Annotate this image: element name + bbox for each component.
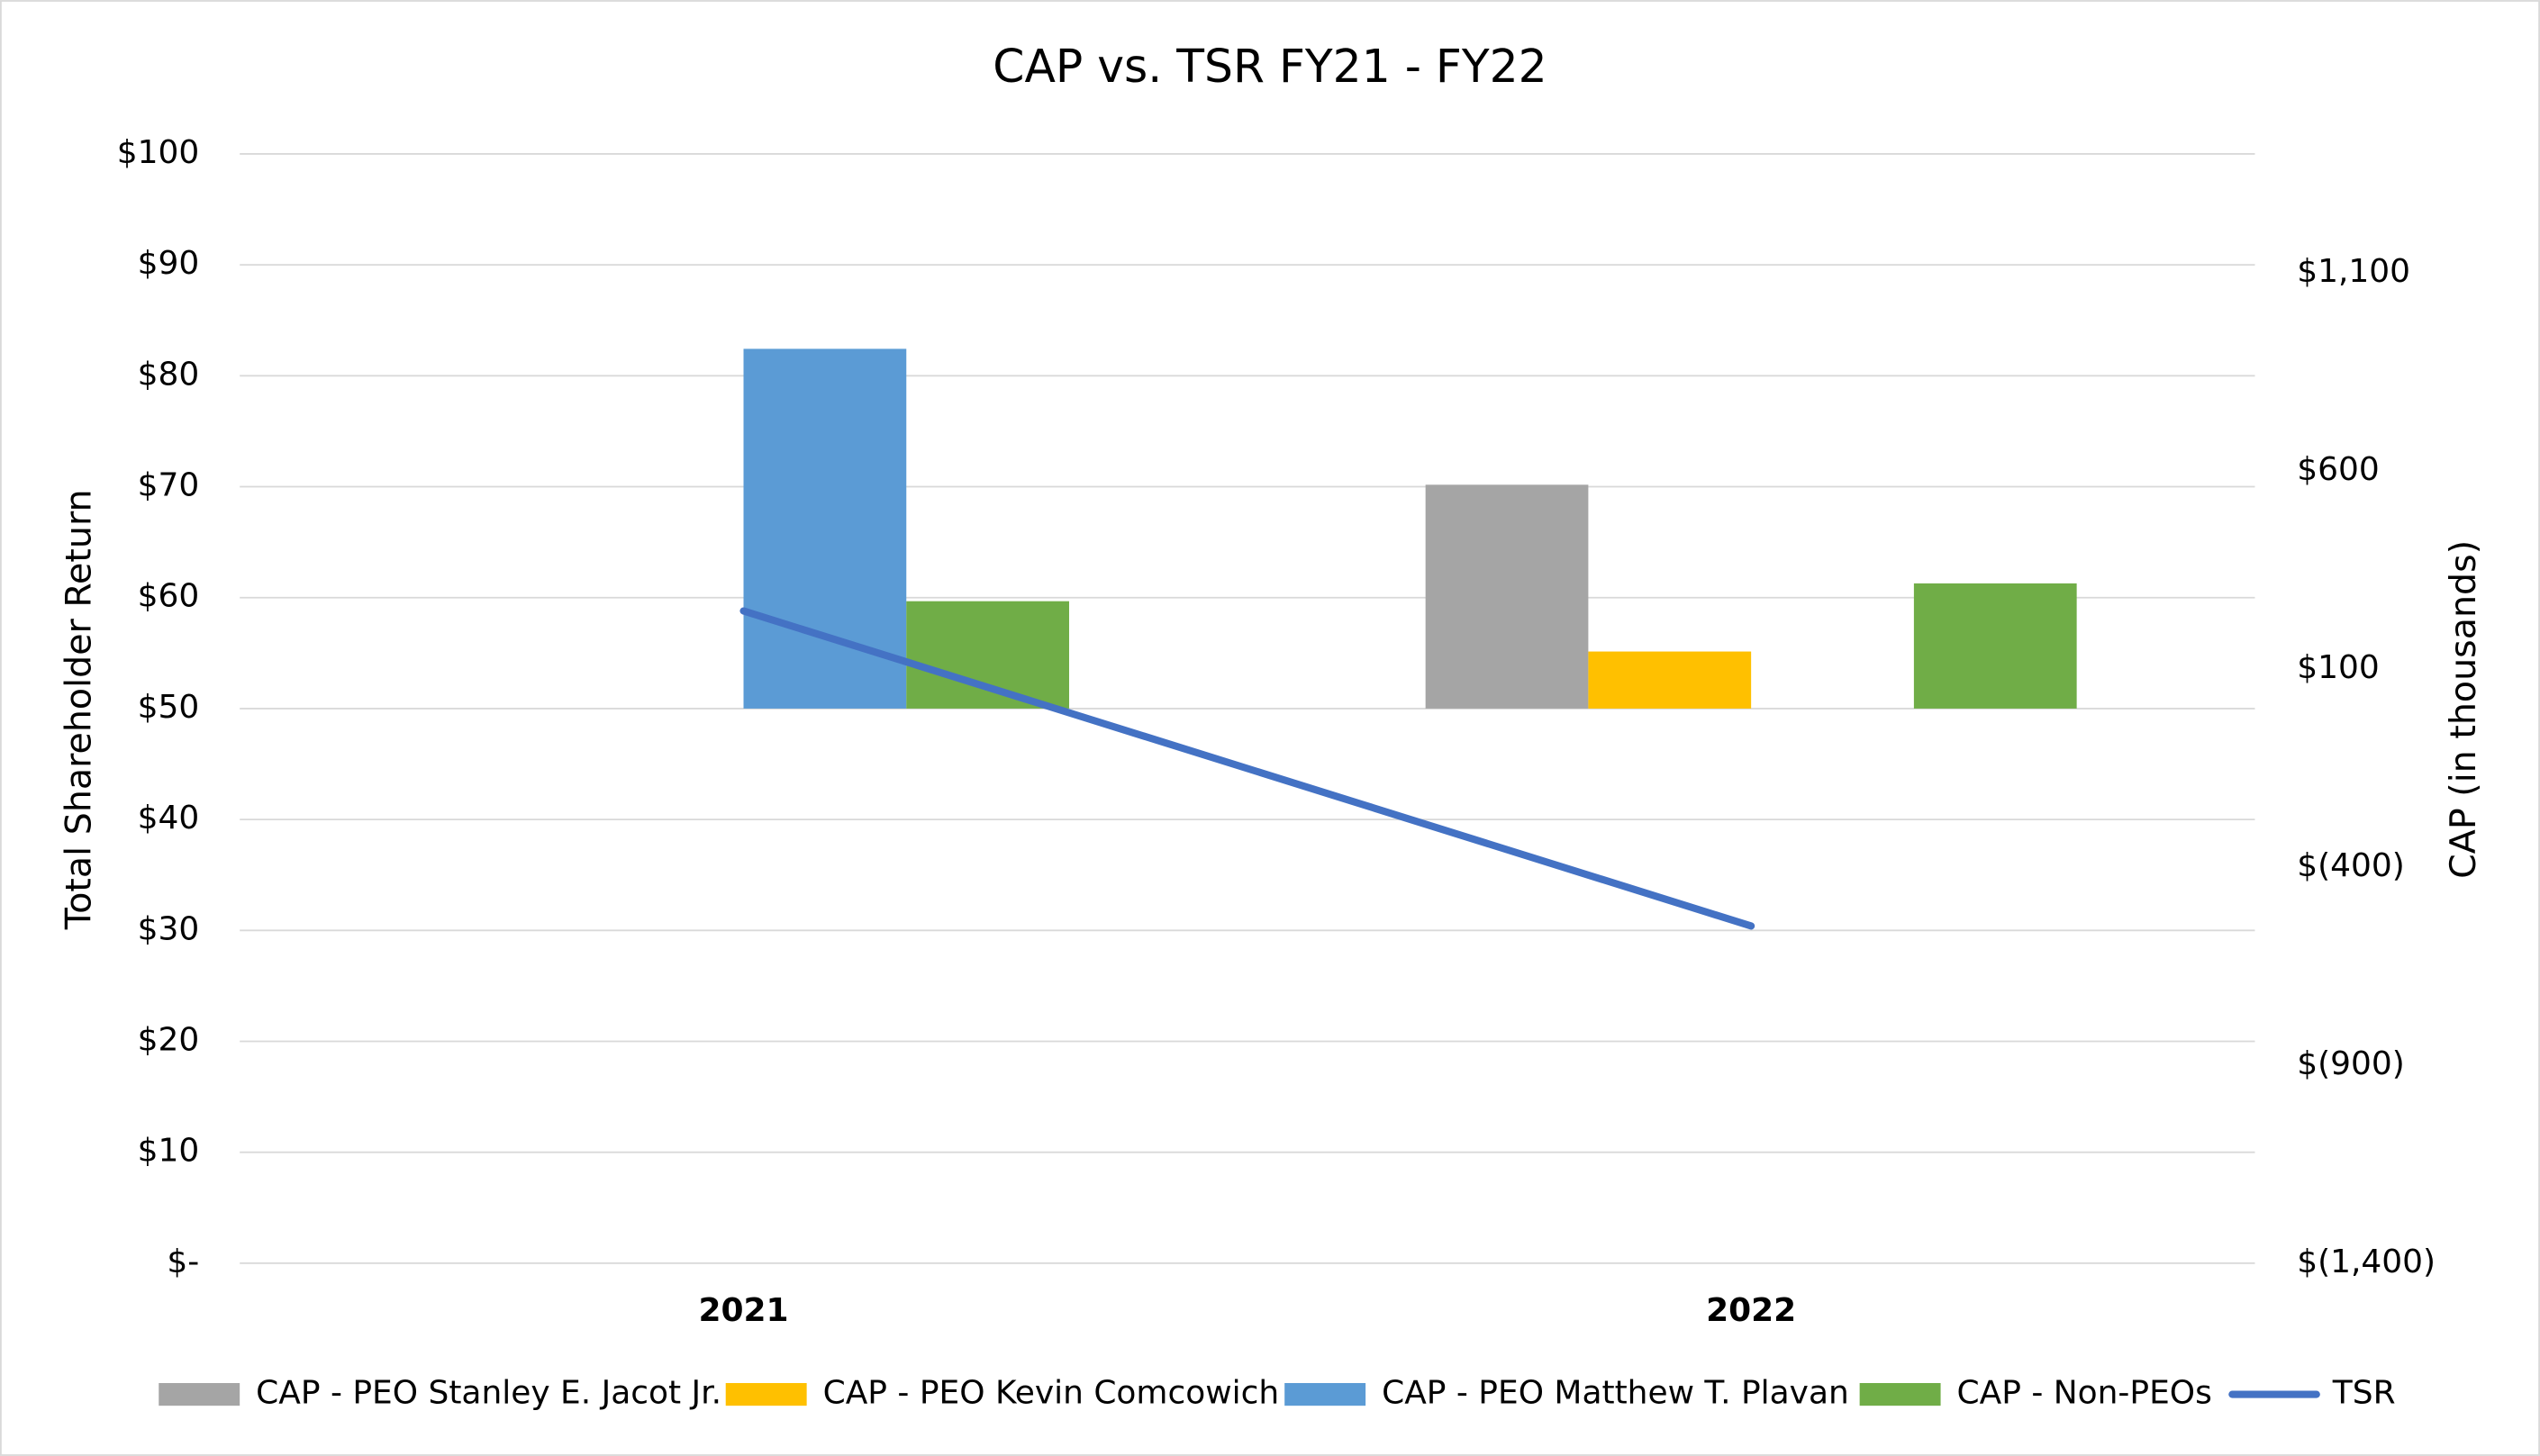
bar: [743, 348, 907, 709]
y-tick-label: $10: [138, 1133, 200, 1170]
legend-swatch: [159, 1382, 240, 1406]
y2-tick-label: $600: [2297, 451, 2380, 488]
y2-axis-title: CAP (in thousands): [2443, 540, 2484, 879]
y-tick-label: $70: [138, 467, 200, 504]
chart-title: CAP vs. TSR FY21 - FY22: [993, 40, 1547, 93]
bar: [1588, 651, 1752, 709]
x-tick-label: 2022: [1706, 1292, 1796, 1329]
bar: [1913, 583, 2077, 709]
legend-swatch: [1859, 1382, 1941, 1406]
y-tick-label: $100: [117, 134, 200, 171]
y-axis-title: Total Shareholder Return: [58, 489, 99, 930]
legend-swatch: [1284, 1382, 1366, 1406]
bar: [1425, 484, 1589, 709]
y-tick-label: $80: [138, 356, 200, 393]
y-tick-label: $-: [167, 1243, 199, 1280]
y-tick-label: $30: [138, 910, 200, 947]
legend-label: CAP - Non-PEOs: [1957, 1375, 2212, 1412]
legend-label: CAP - PEO Stanley E. Jacot Jr.: [256, 1375, 721, 1412]
y-tick-label: $40: [138, 800, 200, 837]
y2-tick-label: $(900): [2297, 1045, 2405, 1082]
y-tick-label: $90: [138, 245, 200, 282]
y-tick-label: $50: [138, 689, 200, 726]
y-tick-label: $60: [138, 578, 200, 615]
tsr-line: [739, 607, 1755, 930]
y-tick-label: $20: [138, 1022, 200, 1059]
x-tick-label: 2021: [698, 1292, 788, 1329]
legend-label: TSR: [2332, 1375, 2396, 1412]
y2-tick-label: $(400): [2297, 847, 2405, 884]
y2-tick-label: $100: [2297, 649, 2380, 686]
legend-label: CAP - PEO Matthew T. Plavan: [1382, 1375, 1849, 1412]
bar: [906, 601, 1069, 709]
legend-label: CAP - PEO Kevin Comcowich: [823, 1375, 1280, 1412]
y2-tick-label: $(1,400): [2297, 1243, 2436, 1280]
legend-swatch: [725, 1382, 807, 1406]
y2-tick-label: $1,100: [2297, 253, 2410, 290]
